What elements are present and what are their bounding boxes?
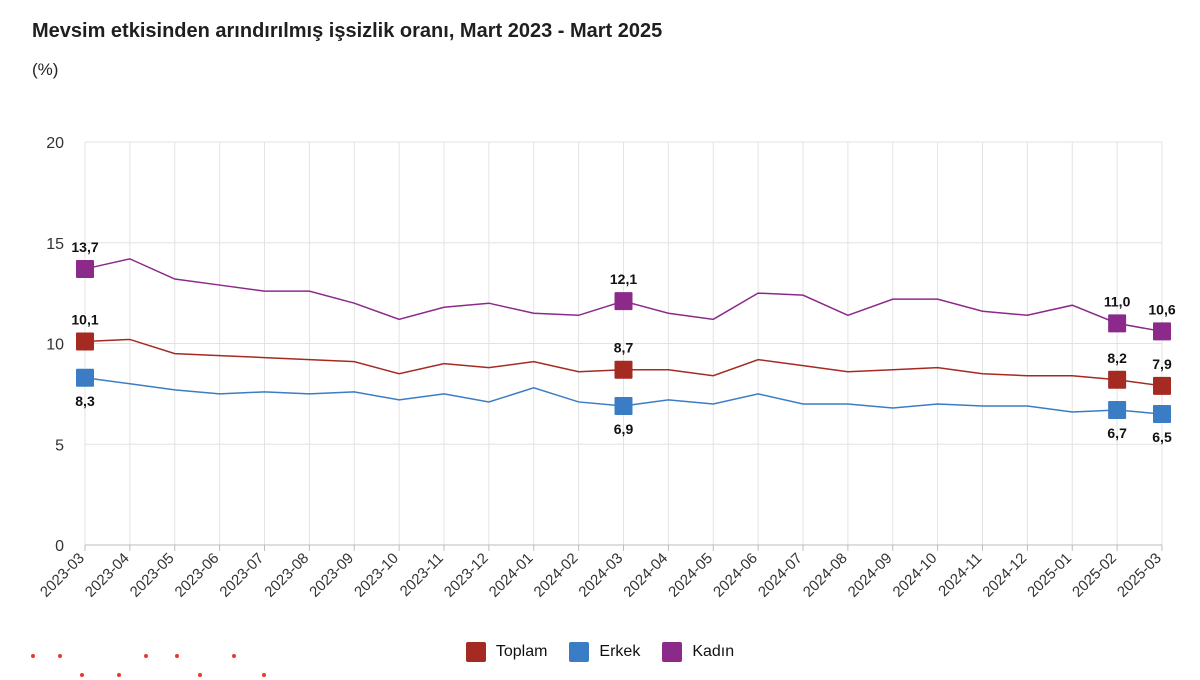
decorative-dot	[175, 654, 179, 658]
decorative-dot	[262, 673, 266, 677]
legend-swatch-kadin	[662, 642, 683, 662]
data-label-erkek: 6,5	[1152, 429, 1172, 445]
data-point-kadın	[1153, 322, 1171, 341]
data-point-toplam	[76, 332, 94, 351]
x-tick-label: 2024-05	[665, 550, 716, 601]
x-tick-label: 2024-12	[979, 550, 1030, 601]
decorative-dot	[198, 673, 202, 677]
x-tick-label: 2024-04	[620, 550, 671, 601]
decorative-dot	[31, 654, 35, 658]
y-tick-label: 0	[55, 538, 64, 555]
data-label-toplam: 10,1	[71, 311, 98, 327]
data-point-kadın	[76, 259, 94, 278]
legend-label-toplam: Toplam	[495, 643, 548, 660]
data-point-toplam	[614, 360, 633, 379]
x-tick-label: 2023-03	[37, 550, 88, 601]
x-tick-label: 2024-07	[755, 550, 806, 601]
x-tick-label: 2025-01	[1024, 550, 1075, 601]
decorative-dot	[144, 654, 148, 658]
x-tick-label: 2023-11	[397, 550, 447, 600]
legend-swatch-toplam	[465, 642, 486, 662]
x-tick-label: 2023-05	[127, 550, 178, 601]
x-tick-label: 2024-01	[486, 550, 537, 601]
x-tick-label: 2024-11	[935, 550, 985, 600]
x-tick-label: 2024-09	[845, 550, 896, 601]
data-label-erkek: 8,3	[75, 393, 95, 409]
data-point-toplam	[1153, 376, 1171, 395]
data-label-erkek: 6,7	[1107, 425, 1127, 441]
unit-label: (%)	[32, 60, 59, 79]
x-tick-label: 2023-06	[171, 550, 222, 601]
x-tick-label: 2025-02	[1069, 550, 1120, 601]
x-tick-label: 2023-09	[306, 550, 357, 601]
data-label-erkek: 6,9	[614, 421, 634, 437]
x-tick-label: 2024-06	[710, 550, 761, 601]
data-point-kadın	[1108, 314, 1127, 333]
data-point-kadın	[614, 292, 633, 311]
chart-title: Mevsim etkisinden arındırılmış işsizlik …	[32, 20, 663, 42]
data-label-toplam: 7,9	[1152, 356, 1172, 372]
legend-label-kadin: Kadın	[692, 643, 735, 660]
legend-item-toplam[interactable]: Toplam	[465, 642, 548, 662]
data-point-erkek	[76, 368, 94, 387]
x-tick-label: 2023-08	[261, 550, 312, 601]
y-tick-label: 15	[46, 236, 64, 253]
data-point-toplam	[1108, 370, 1127, 389]
legend-label-erkek: Erkek	[599, 643, 641, 660]
x-tick-label: 2024-08	[800, 550, 851, 601]
x-tick-label: 2023-04	[82, 550, 133, 601]
data-point-erkek	[1108, 400, 1127, 419]
x-tick-label: 2023-10	[351, 550, 402, 601]
x-tick-label: 2023-12	[441, 550, 492, 601]
decorative-dot	[117, 673, 121, 677]
x-tick-label: 2023-07	[216, 550, 267, 601]
x-tick-label: 2024-03	[575, 550, 626, 601]
legend-swatch-erkek	[569, 642, 590, 662]
decorative-dot	[80, 673, 84, 677]
decorative-dot	[58, 654, 62, 658]
legend-item-kadin[interactable]: Kadın	[662, 642, 734, 662]
x-tick-label: 2025-03	[1114, 550, 1165, 601]
y-tick-label: 20	[46, 135, 64, 152]
x-tick-label: 2024-02	[530, 550, 581, 601]
legend-item-erkek[interactable]: Erkek	[569, 642, 640, 662]
decorative-dot	[232, 654, 236, 658]
data-label-toplam: 8,2	[1107, 350, 1127, 366]
data-label-kadın: 10,6	[1148, 301, 1175, 317]
data-point-erkek	[614, 396, 633, 415]
data-label-kadın: 13,7	[71, 239, 98, 255]
y-tick-label: 10	[46, 337, 64, 354]
y-tick-label: 5	[55, 437, 64, 454]
legend: Toplam Erkek Kadın	[0, 642, 1200, 662]
data-label-kadın: 12,1	[610, 271, 637, 287]
data-label-toplam: 8,7	[614, 340, 634, 356]
x-tick-label: 2024-10	[889, 550, 940, 601]
data-point-erkek	[1153, 405, 1171, 424]
data-label-kadın: 11,0	[1104, 293, 1131, 309]
